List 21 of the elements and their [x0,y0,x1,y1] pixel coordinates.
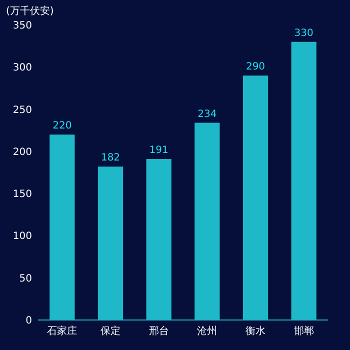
y-tick-label: 50 [19,273,32,284]
data-label: 234 [198,108,217,120]
x-tick-label: 保定 [100,325,120,337]
data-label: 290 [246,62,266,73]
x-tick-label: 衡水 [246,325,266,337]
y-axis-title: (万千伏安) [6,5,54,17]
x-tick-label: 沧州 [197,325,218,337]
x-tick-label: 邢台 [148,325,169,337]
x-tick-label: 邯郸 [294,325,314,337]
y-tick-label: 300 [12,62,32,74]
y-tick-label: 100 [12,231,32,242]
y-tick-label: 0 [26,316,32,326]
data-label: 220 [52,120,72,132]
data-label: 191 [149,145,168,156]
y-tick-label: 250 [12,104,32,116]
data-label: 182 [100,152,120,164]
y-tick-label: 350 [12,20,32,32]
data-label: 330 [294,28,314,39]
y-tick-label: 200 [12,146,32,158]
y-tick-label: 150 [12,189,32,200]
x-tick-label: 石家庄 [47,325,78,337]
